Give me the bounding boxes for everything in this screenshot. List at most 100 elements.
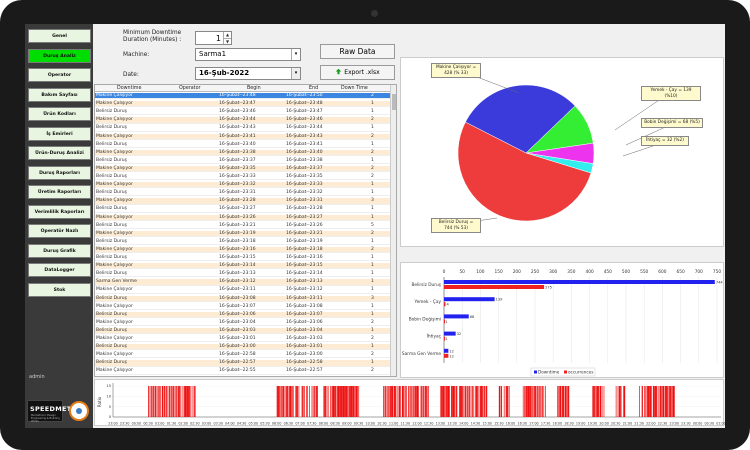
timeline-bar <box>597 386 599 417</box>
table-row[interactable]: Makine Çalışıyor 16-Şubat--23:32 16-Şubat-… <box>95 182 391 189</box>
sidebar-item-3[interactable]: Bakım Sayfası <box>28 87 91 102</box>
table-cell-downtime: Makine Çalışıyor <box>96 230 133 236</box>
table-row[interactable]: Makine Çalışıyor 16-Şubat--22:55 16-Şubat-… <box>95 368 391 375</box>
table-row[interactable]: Makine Çalışıyor 16-Şubat--23:38 16-Şubat-… <box>95 149 391 156</box>
bar-occurrences-4[interactable] <box>444 353 449 358</box>
sidebar-item-13[interactable]: Stok <box>28 282 91 297</box>
table-cell-end: 16-Şubat--23:38 <box>286 157 323 163</box>
table-row[interactable]: Belirsiz Duruş 16-Şubat--23:13 16-Şubat--2… <box>95 271 391 278</box>
bar-occurrences-2[interactable] <box>444 319 445 324</box>
machine-select[interactable]: Sarma1 ▾ <box>195 48 301 61</box>
sidebar-item-12[interactable]: DataLogger <box>28 263 91 277</box>
timeline-bar <box>339 386 341 417</box>
bar-Downtime-0[interactable] <box>444 280 715 284</box>
date-picker[interactable]: 16-Şub-2022 ▾ <box>195 67 301 80</box>
bar-occurrences-3[interactable] <box>444 336 445 341</box>
legend-swatch <box>534 370 537 374</box>
table-row[interactable]: Belirsiz Duruş 16-Şubat--23:43 16-Şubat--2… <box>95 125 391 132</box>
table-row[interactable]: Belirsiz Duruş 16-Şubat--23:00 16-Şubat--2… <box>95 344 391 351</box>
sidebar-item-8[interactable]: Üretim Raporları <box>28 185 91 199</box>
table-row[interactable]: Belirsiz Duruş 16-Şubat--23:06 16-Şubat--2… <box>95 311 391 318</box>
bar-Downtime-3[interactable] <box>444 331 456 336</box>
table-cell-begin: 16-Şubat--23:01 <box>219 336 256 341</box>
table-row[interactable]: Makine Çalışıyor 16-Şubat--23:14 16-Şubat-… <box>95 263 391 270</box>
sidebar-item-2[interactable]: Operator <box>28 68 91 82</box>
table-row[interactable]: Belirsiz Duruş 16-Şubat--23:31 16-Şubat--2… <box>95 190 391 197</box>
bar-Downtime-2[interactable] <box>444 314 469 319</box>
col-header-downtime[interactable]: Downtime <box>117 86 142 91</box>
sidebar-item-1[interactable]: Duruş Analiz <box>28 48 91 63</box>
table-row[interactable]: Sarma Gen Verme 16-Şubat--23:12 16-Şubat--… <box>95 279 391 286</box>
timeline-bar <box>341 386 343 417</box>
table-row[interactable]: Belirsiz Duruş 16-Şubat--23:33 16-Şubat--2… <box>95 174 391 181</box>
table-row[interactable]: Makine Çalışıyor 16-Şubat--23:44 16-Şubat-… <box>95 117 391 124</box>
sidebar-item-6[interactable]: Ürün-Duruş Analizi <box>28 146 91 160</box>
table-row[interactable]: Makine Çalışıyor 16-Şubat--23:41 16-Şubat-… <box>95 133 391 140</box>
table-cell-end: 16-Şubat--23:46 <box>286 117 323 123</box>
raw-data-button[interactable]: Raw Data <box>320 44 395 59</box>
table-row[interactable]: Makine Çalışıyor 16-Şubat--23:04 16-Şubat-… <box>95 320 391 327</box>
sidebar-item-5[interactable]: İş Emirleri <box>28 126 91 141</box>
y-category-label: Belirsiz Duruş <box>411 282 441 288</box>
table-row[interactable]: Makine Çalışıyor 16-Şubat--23:19 16-Şubat-… <box>95 230 391 237</box>
spin-down-button[interactable]: ▼ <box>223 38 231 44</box>
scrollbar-thumb[interactable] <box>392 94 396 110</box>
table-row[interactable]: Belirsiz Duruş 16-Şubat--23:21 16-Şubat--2… <box>95 223 391 229</box>
timeline-bar <box>357 386 358 417</box>
table-cell-downtime: Makine Çalışıyor <box>96 93 133 98</box>
sidebar-item-10[interactable]: Operatör Nazlı <box>28 224 91 238</box>
min-downtime-spinner[interactable]: 1 ▲ ▼ <box>195 31 232 45</box>
spin-up-button[interactable]: ▲ <box>223 32 231 38</box>
sidebar-item-9[interactable]: Verimlilik Raporları <box>28 204 91 219</box>
sidebar-item-7[interactable]: Duruş Raporları <box>28 165 91 180</box>
col-header-begin[interactable]: Begin <box>247 86 261 91</box>
table-row[interactable]: Makine Çalışıyor 16-Şubat--23:48 16-Şubat-… <box>95 93 391 100</box>
table-row[interactable]: Belirsiz Duruş 16-Şubat--23:37 16-Şubat--2… <box>95 157 391 165</box>
table-cell-duration: 1 <box>371 101 374 107</box>
timeline-bar <box>153 386 155 417</box>
timeline-bar <box>660 386 662 417</box>
x-tick-label: 13:00 <box>436 422 446 426</box>
x-tick-label: 14:00 <box>459 422 469 426</box>
table-row[interactable]: Belirsiz Duruş 16-Şubat--23:03 16-Şubat--2… <box>95 327 391 335</box>
col-header-down-time[interactable]: Down Time <box>341 86 368 91</box>
timeline-bar <box>352 386 353 417</box>
table-row[interactable]: Belirsiz Duruş 16-Şubat--23:08 16-Şubat--2… <box>95 295 391 302</box>
table-row[interactable]: Makine Çalışıyor 16-Şubat--23:01 16-Şubat-… <box>95 336 391 343</box>
bar-Downtime-1[interactable] <box>444 297 495 302</box>
bar-Downtime-4[interactable] <box>444 348 449 353</box>
table-row[interactable]: Makine Çalışıyor 16-Şubat--23:11 16-Şubat-… <box>95 287 391 294</box>
col-header-end[interactable]: End <box>309 86 319 91</box>
x-tick-label: 21:30 <box>634 422 644 426</box>
sidebar-item-0[interactable]: Genel <box>28 29 91 43</box>
table-row[interactable]: Makine Çalışıyor 16-Şubat--22:58 16-Şubat-… <box>95 352 391 359</box>
export-xlsx-button[interactable]: Export .xlsx <box>320 65 395 80</box>
bar-occurrences-0[interactable] <box>444 285 545 289</box>
pie-slice-4[interactable] <box>457 121 592 222</box>
table-scrollbar[interactable] <box>390 85 396 376</box>
timeline-bar <box>618 386 620 417</box>
table-row[interactable]: Belirsiz Duruş 16-Şubat--23:46 16-Şubat--2… <box>95 109 391 116</box>
table-cell-end: 16-Şubat--23:32 <box>286 190 323 196</box>
table-row[interactable]: Makine Çalışıyor 16-Şubat--23:16 16-Şubat-… <box>95 246 391 254</box>
table-row[interactable]: Belirsiz Duruş 16-Şubat--23:18 16-Şubat--2… <box>95 238 391 246</box>
table-cell-downtime: Makine Çalışıyor <box>96 368 133 374</box>
timeline-bar <box>563 386 565 417</box>
table-row[interactable]: Belirsiz Duruş 16-Şubat--23:40 16-Şubat--2… <box>95 142 391 148</box>
col-header-operator[interactable]: Operator <box>179 86 201 91</box>
timeline-bar <box>340 386 342 417</box>
sidebar-item-11[interactable]: Duruş Grafik <box>28 243 91 258</box>
sidebar-item-4[interactable]: Ürün Kodları <box>28 107 91 121</box>
table-row[interactable]: Makine Çalışıyor 16-Şubat--23:28 16-Şubat-… <box>95 198 391 205</box>
table-row[interactable]: Makine Çalışıyor 16-Şubat--23:35 16-Şubat-… <box>95 165 391 173</box>
table-row[interactable]: Makine Çalışıyor 16-Şubat--23:47 16-Şubat-… <box>95 101 391 108</box>
table-row[interactable]: Makine Çalışıyor 16-Şubat--23:07 16-Şubat-… <box>95 304 391 310</box>
table-cell-begin: 16-Şubat--23:18 <box>219 238 256 244</box>
table-cell-begin: 16-Şubat--23:41 <box>219 133 256 139</box>
table-row[interactable]: Belirsiz Duruş 16-Şubat--23:27 16-Şubat--2… <box>95 206 391 213</box>
bar-occurrences-1[interactable] <box>444 302 446 307</box>
table-row[interactable]: Belirsiz Duruş 16-Şubat--22:57 16-Şubat--2… <box>95 360 391 367</box>
table-row[interactable]: Makine Çalışıyor 16-Şubat--23:26 16-Şubat-… <box>95 214 391 221</box>
table-row[interactable]: Belirsiz Duruş 16-Şubat--23:15 16-Şubat--2… <box>95 255 391 262</box>
timeline-bar <box>424 386 426 417</box>
